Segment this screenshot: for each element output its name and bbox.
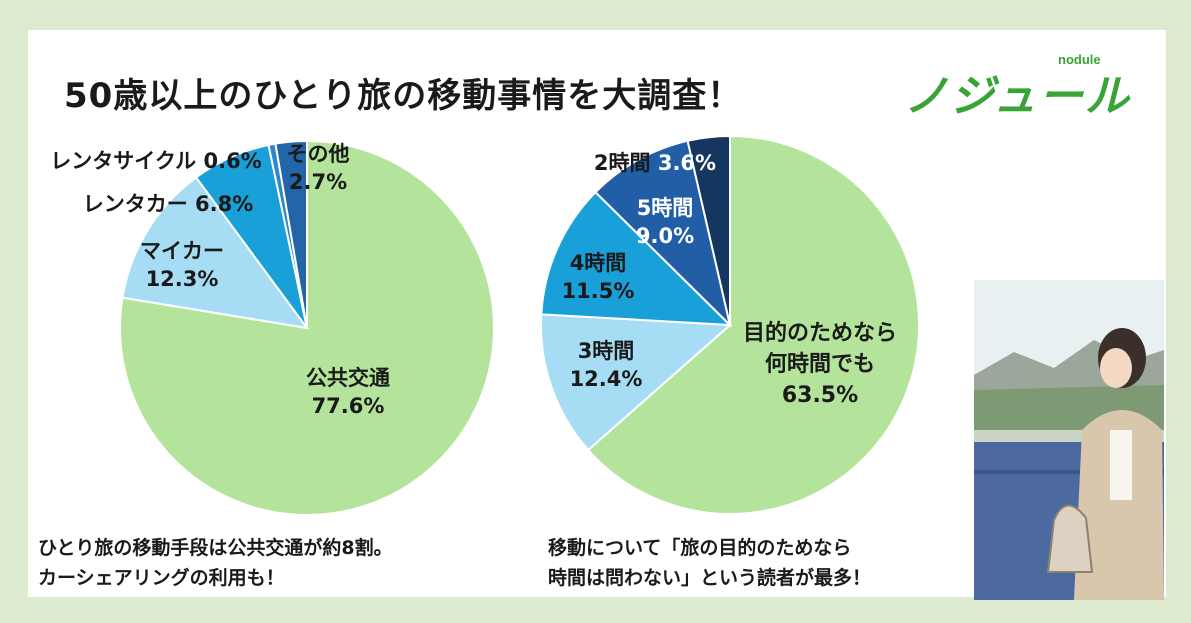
pie-chart-travel-time: 目的のためなら何時間でも 63.5% 3時間 12.4% 4時間 11.5%5時間 9.0%… [540,134,920,515]
pie-chart-transport: 公共交通 77.6% マイカー 12.3% レンタカー 6.8% レンタサイクル 0.6%… [50,139,495,516]
caption-line: カーシェアリングの利用も！ [38,567,285,589]
pie-slice-label: その他 2.7% [287,142,350,194]
logo-subtitle: nodule [1058,52,1101,67]
caption-line: 移動について「旅の目的のためなら [548,537,852,559]
pie-slice [274,139,308,329]
caption-line: 時間は問わない」という読者が最多！ [548,567,872,589]
pie-slice [540,190,733,327]
pie-slice-label: レンタサイクル 0.6% [50,149,262,173]
pie-slice-label: 4時間 11.5% [562,251,635,303]
pie-slice [540,313,733,452]
logo: ノジュール [904,71,1131,122]
pie-slice-label: マイカー 12.3% [140,239,224,291]
woman-traveler-illustration [974,280,1164,600]
pie-slice-label: 公共交通 77.6% [306,366,390,418]
pie-slice [586,134,920,515]
caption-line: ひとり旅の移動手段は公共交通が約8割。 [38,537,393,559]
pie-slice [121,176,310,330]
page-title: 50歳以上のひとり旅の移動事情を大調査！ [64,76,743,116]
pie-slice [594,139,732,329]
pie-slice-label: 3時間 12.4% [570,339,643,391]
pie-slice-label: レンタカー 6.8% [83,192,254,216]
pie-slice-label: 2時間 3.6% [594,151,716,175]
pie-slice [686,134,731,326]
caption-transport: ひとり旅の移動手段は公共交通が約8割。 カーシェアリングの利用も！ [38,533,393,593]
pie-slice-label: 5時間 9.0% [636,196,694,248]
pie-slice-label: 目的のためなら何時間でも 63.5% [743,320,897,408]
caption-travel-time: 移動について「旅の目的のためなら 時間は問わない」という読者が最多！ [548,533,871,593]
